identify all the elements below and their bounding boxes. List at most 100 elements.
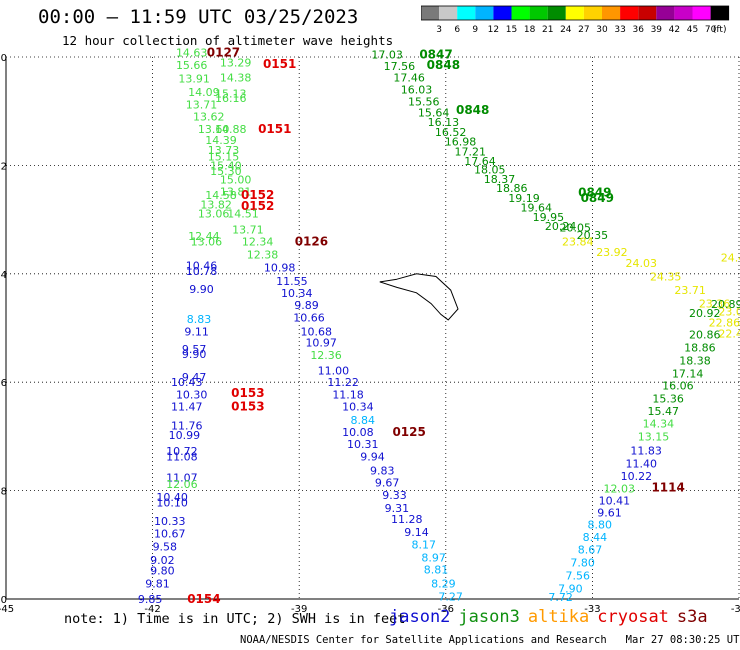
wave-height-value: 15.36	[652, 392, 684, 405]
colorbar-label: 36	[632, 25, 644, 35]
pass-time-label: 0847	[419, 47, 452, 61]
wave-height-value: 10.68	[301, 325, 333, 338]
wave-height-value: 13.60	[198, 123, 230, 136]
wave-height-value: 12.36	[310, 349, 342, 362]
wave-height-value: 9.85	[138, 593, 163, 606]
wave-height-value: 24.03	[626, 257, 658, 270]
colorbar-bin	[493, 6, 512, 20]
colorbar-label: 42	[669, 25, 680, 35]
wave-height-value: 10.67	[154, 527, 186, 540]
wave-height-value: 11.76	[171, 420, 203, 433]
colorbar-bin	[475, 6, 494, 20]
wave-height-value: 9.61	[597, 506, 622, 519]
colorbar-label: 9	[472, 25, 478, 35]
wave-height-value: 23.05	[718, 306, 740, 319]
colorbar-label: 70	[705, 25, 717, 35]
wave-height-map: -45 -42 -39 -36 -33 -30 -50 -52 -54 -56 -58 -60 14.6…	[0, 46, 740, 615]
footer-source: NOAA/NESDIS Center for Satellite Applica…	[240, 634, 740, 646]
wave-height-value: 11.22	[327, 376, 359, 389]
wave-height-value: 13.29	[220, 56, 252, 69]
pass-time-label: 0125	[392, 425, 425, 439]
wave-height-value: 9.67	[375, 476, 400, 489]
wave-height-value: 10.41	[599, 494, 631, 507]
wave-height-value: 13.73	[208, 144, 240, 157]
wave-height-colorbar: 3 6 9 12 15 18 21 24 27 30 33 36 39 42 45 70(ft)	[421, 5, 730, 35]
colorbar-bin	[656, 6, 675, 20]
wave-height-value: 11.28	[391, 513, 423, 526]
wave-height-value: 17.64	[464, 155, 496, 168]
wave-height-value: 17.56	[384, 60, 416, 73]
chart-subtitle: 12 hour collection of altimeter wave hei…	[62, 33, 394, 48]
wave-height-value: 10.99	[169, 429, 201, 442]
wave-height-value: 11.00	[318, 364, 350, 377]
wave-height-value: 15.30	[210, 165, 242, 178]
wave-height-value: 10.08	[342, 426, 374, 439]
wave-height-value: 8.67	[578, 544, 603, 557]
wave-height-value: 18.05	[474, 164, 506, 177]
wave-height-value: 9.90	[189, 283, 214, 296]
wave-height-value: 11.83	[630, 444, 662, 457]
wave-height-value: 18.37	[484, 173, 516, 186]
chart-title: 00:00 – 11:59 UTC 03/25/2023	[38, 6, 359, 28]
wave-height-value: 18.86	[684, 342, 716, 355]
wave-height-value: 16.16	[215, 92, 247, 105]
wave-height-value: 10.33	[154, 515, 186, 528]
wave-height-value: 13.82	[200, 198, 232, 211]
wave-height-value: 9.94	[360, 450, 385, 463]
legend-jason3: jason3	[458, 607, 520, 627]
wave-height-value: 7.80	[570, 557, 595, 570]
wave-height-value: 12.44	[188, 230, 220, 243]
wave-height-value: 14.88	[215, 123, 247, 136]
wave-height-value: 16.13	[428, 116, 460, 129]
wave-height-value: 9.11	[184, 325, 209, 338]
wave-height-value: 13.06	[198, 208, 230, 221]
generated-timestamp: Mar 27 08:30:25 UTC 2023	[625, 634, 740, 646]
wave-height-value: 14.39	[205, 134, 237, 147]
wave-height-value: 9.33	[382, 489, 407, 502]
wave-height-value: 8.84	[350, 414, 375, 427]
wave-height-value: 10.78	[186, 265, 218, 278]
wave-height-value: 9.02	[150, 554, 175, 567]
source-label: NOAA/NESDIS Center for Satellite Applica…	[240, 634, 607, 646]
colorbar-bin	[511, 6, 530, 20]
wave-height-value: 9.80	[150, 564, 175, 577]
wave-height-value: 8.29	[431, 577, 456, 590]
wave-height-value: 10.46	[186, 260, 218, 273]
pass-time-label: 0126	[295, 234, 328, 248]
colorbar-frame	[421, 5, 730, 21]
wave-height-value: 16.06	[662, 379, 694, 392]
wave-height-value: 13.06	[191, 235, 223, 248]
wave-height-value: 7.72	[548, 591, 573, 604]
wave-height-value: 14.63	[176, 47, 208, 60]
wave-height-value: 15.56	[408, 95, 440, 108]
wave-height-value: 12.34	[242, 235, 274, 248]
wave-height-value: 15.40	[210, 159, 242, 172]
wave-height-value: 23.84	[562, 235, 594, 248]
colorbar-bin	[638, 6, 657, 20]
wave-height-value: 7.56	[565, 570, 590, 583]
wave-height-value: 7.27	[438, 590, 463, 603]
pass-time-label: 0127	[207, 46, 240, 60]
colorbar-label: 21	[542, 25, 553, 35]
colorbar-label: 18	[524, 25, 536, 35]
colorbar-label: 45	[687, 25, 698, 35]
colorbar-bin	[565, 6, 584, 20]
wave-height-value: 11.08	[166, 450, 198, 463]
colorbar-label: 6	[454, 25, 460, 35]
wave-height-value: 8.80	[587, 519, 612, 532]
pass-time-label: 0152	[241, 188, 274, 202]
coastline	[379, 273, 459, 321]
wave-height-value: 20.05	[560, 222, 592, 235]
wave-height-value: 10.34	[342, 401, 374, 414]
wave-height-value: 15.66	[176, 59, 208, 72]
colorbar-bin	[547, 6, 566, 20]
wave-height-value: 14.58	[205, 189, 237, 202]
wave-height-value: 11.55	[276, 275, 308, 288]
wave-height-value: 23.71	[674, 284, 706, 297]
wave-height-value: 17.21	[454, 145, 486, 158]
y-tick-label: -52	[0, 161, 7, 172]
wave-height-value: 18.86	[496, 182, 528, 195]
wave-height-value: 20.35	[577, 229, 609, 242]
legend-s3a: s3a	[676, 607, 708, 627]
wave-height-value: 13.71	[232, 223, 264, 236]
